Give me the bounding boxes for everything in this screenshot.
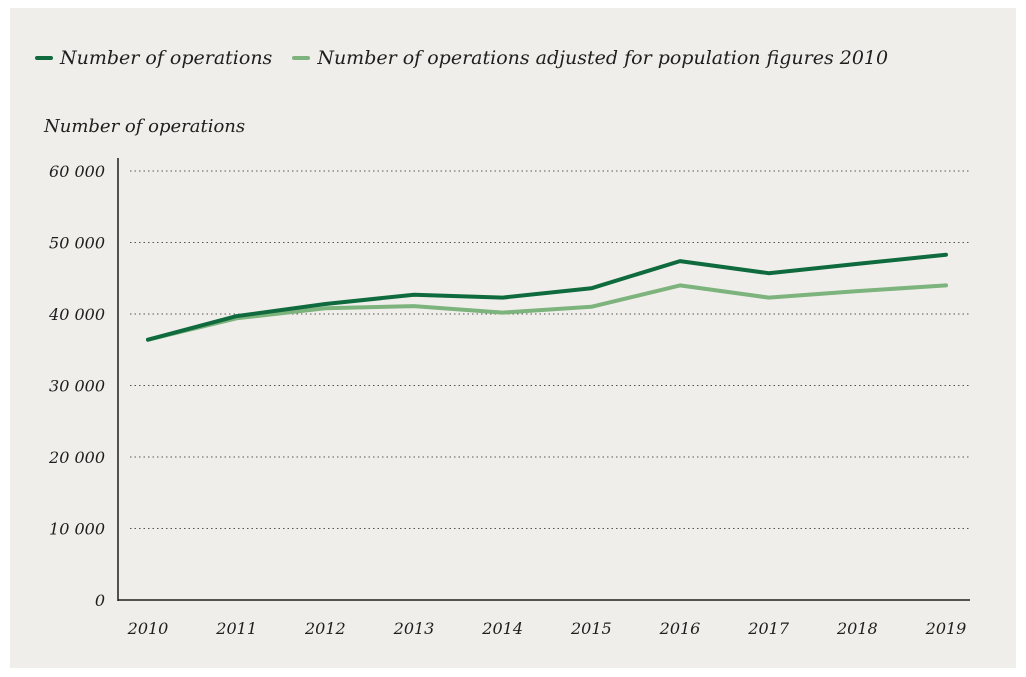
y-tick-label: 0 bbox=[95, 591, 105, 610]
y-tick-label: 50 000 bbox=[49, 234, 105, 253]
legend-item-operations: Number of operations bbox=[35, 47, 272, 69]
series-line-adjusted bbox=[146, 283, 948, 342]
x-tick-label: 2013 bbox=[393, 619, 435, 638]
legend-swatch-operations bbox=[35, 56, 53, 60]
y-tick-label: 60 000 bbox=[49, 162, 105, 181]
x-tick-label: 2010 bbox=[127, 619, 169, 638]
x-tick-label: 2014 bbox=[481, 619, 523, 638]
legend: Number of operations Number of operation… bbox=[35, 46, 908, 70]
x-tick-label: 2016 bbox=[659, 619, 701, 638]
x-tick-label: 2017 bbox=[747, 619, 790, 638]
legend-swatch-adjusted bbox=[292, 56, 311, 60]
x-tick-label: 2018 bbox=[836, 619, 878, 638]
series-line-operations bbox=[146, 252, 948, 342]
y-tick-label: 40 000 bbox=[48, 305, 105, 324]
chart-panel bbox=[10, 8, 1016, 668]
legend-label-adjusted: Number of operations adjusted for popula… bbox=[317, 47, 889, 69]
y-tick-label: 30 000 bbox=[49, 377, 105, 396]
x-tick-label: 2019 bbox=[925, 619, 967, 638]
legend-label-operations: Number of operations bbox=[60, 47, 273, 69]
x-tick-label: 2011 bbox=[215, 619, 257, 638]
x-tick-label: 2012 bbox=[304, 619, 346, 638]
legend-item-adjusted: Number of operations adjusted for popula… bbox=[292, 47, 888, 69]
x-tick-label: 2015 bbox=[570, 619, 612, 638]
y-axis-title: Number of operations bbox=[44, 116, 246, 137]
y-tick-label: 20 000 bbox=[48, 448, 105, 467]
y-tick-label: 10 000 bbox=[49, 520, 105, 539]
